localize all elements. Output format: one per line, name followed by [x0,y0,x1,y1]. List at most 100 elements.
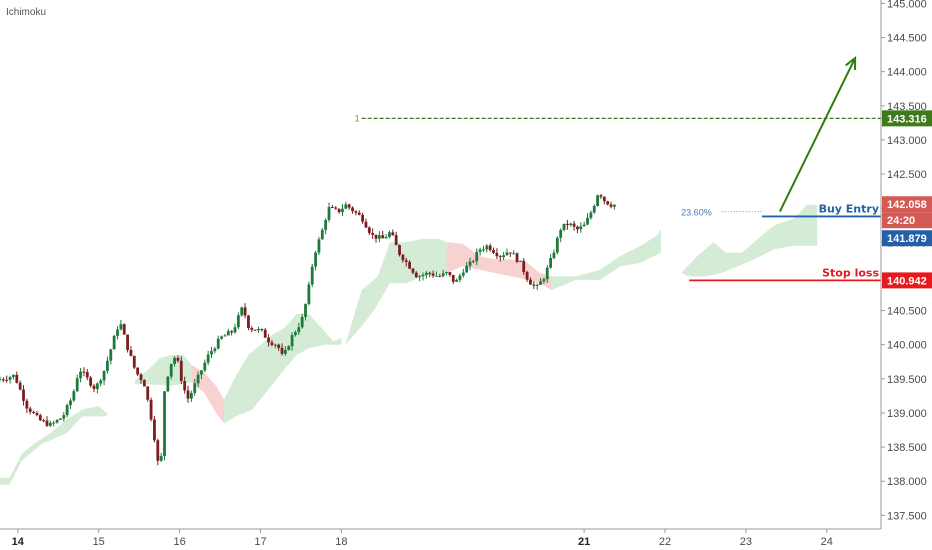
candle [247,314,250,331]
candle [572,220,576,231]
candle [612,204,616,210]
candle [216,335,220,350]
cloud-segment-bullish [345,238,447,345]
candle [398,244,401,257]
candle [102,370,106,386]
candle [109,348,113,365]
candle [5,375,9,383]
candle [542,277,546,284]
candle [438,273,442,278]
candle [297,322,301,336]
candle [606,200,610,206]
candle [206,350,210,366]
candle [424,271,428,279]
candle [243,303,247,319]
fib-level-label: 1 [355,113,360,123]
candle [85,369,89,381]
price-axis[interactable]: 145.000 144.500 144.000 143.500 143.000 142.5… [881,0,927,522]
svg-text:142.500: 142.500 [887,169,927,181]
candle [142,379,146,387]
candle [478,247,482,256]
candle [502,251,506,261]
candle [273,343,277,349]
cloud-segment-bullish [224,314,342,424]
svg-text:141.879: 141.879 [887,233,927,245]
candle [112,334,116,350]
candle [394,231,398,246]
candle [22,385,25,406]
candle [465,262,469,273]
candle [535,283,539,290]
candle [32,410,35,414]
candle [0,376,2,381]
candle [451,274,455,284]
time-axis[interactable]: 14 15 16 17 18 21 22 23 24 [12,529,833,548]
price-tick: 144.500 [881,33,927,45]
price-tick: 143.000 [881,135,927,147]
candle [512,250,516,255]
candle [290,332,294,351]
candle [529,277,532,285]
svg-text:24: 24 [821,536,833,548]
candle [337,208,341,214]
candle [495,248,499,260]
bar-countdown-badge: 24:20 [882,212,932,229]
candle [354,210,358,216]
candle [69,398,72,410]
candle [445,271,448,276]
projection-arrow[interactable] [778,57,857,213]
candle [169,363,173,380]
price-tick: 137.500 [881,510,927,522]
candles [0,194,616,466]
candle [515,252,519,264]
candle [388,230,391,239]
time-tick: 17 [254,529,267,548]
svg-text:142.058: 142.058 [887,199,927,211]
candle [65,403,69,418]
candle [545,264,549,283]
candle [381,230,385,239]
candle [552,249,556,260]
candle [562,223,566,232]
price-tick: 140.500 [881,306,927,318]
candle [609,201,613,209]
candle [485,243,489,253]
ichimoku-cloud [0,204,818,485]
candle [347,203,351,210]
candle [260,328,264,332]
candle [220,335,223,340]
candle [48,420,52,427]
fib-23-label: 23.60% [681,208,712,218]
price-tick: 145.000 [881,0,927,10]
candle [153,415,156,443]
time-tick: 22 [659,529,671,548]
svg-text:22: 22 [659,536,671,548]
candle [189,390,193,403]
candle [236,312,240,330]
candle [508,252,512,257]
candle [371,228,375,239]
candle [129,345,133,357]
candle [522,258,526,275]
candle [55,419,59,424]
candle [377,231,381,243]
svg-text:18: 18 [335,536,347,548]
candle [149,397,153,422]
candle [183,376,187,394]
candle [59,418,62,421]
candle [287,345,291,351]
candle [428,271,432,278]
current-price-badge: 142.058 [882,196,932,213]
svg-text:15: 15 [93,536,105,548]
candle [559,228,563,243]
candle [25,398,29,414]
candle [599,194,603,200]
candle [159,453,163,463]
candle [82,367,86,377]
time-tick: 21 [578,529,590,548]
candle [582,221,586,227]
svg-text:144.500: 144.500 [887,33,927,45]
candle [341,204,344,217]
price-tick: 138.000 [881,476,927,488]
